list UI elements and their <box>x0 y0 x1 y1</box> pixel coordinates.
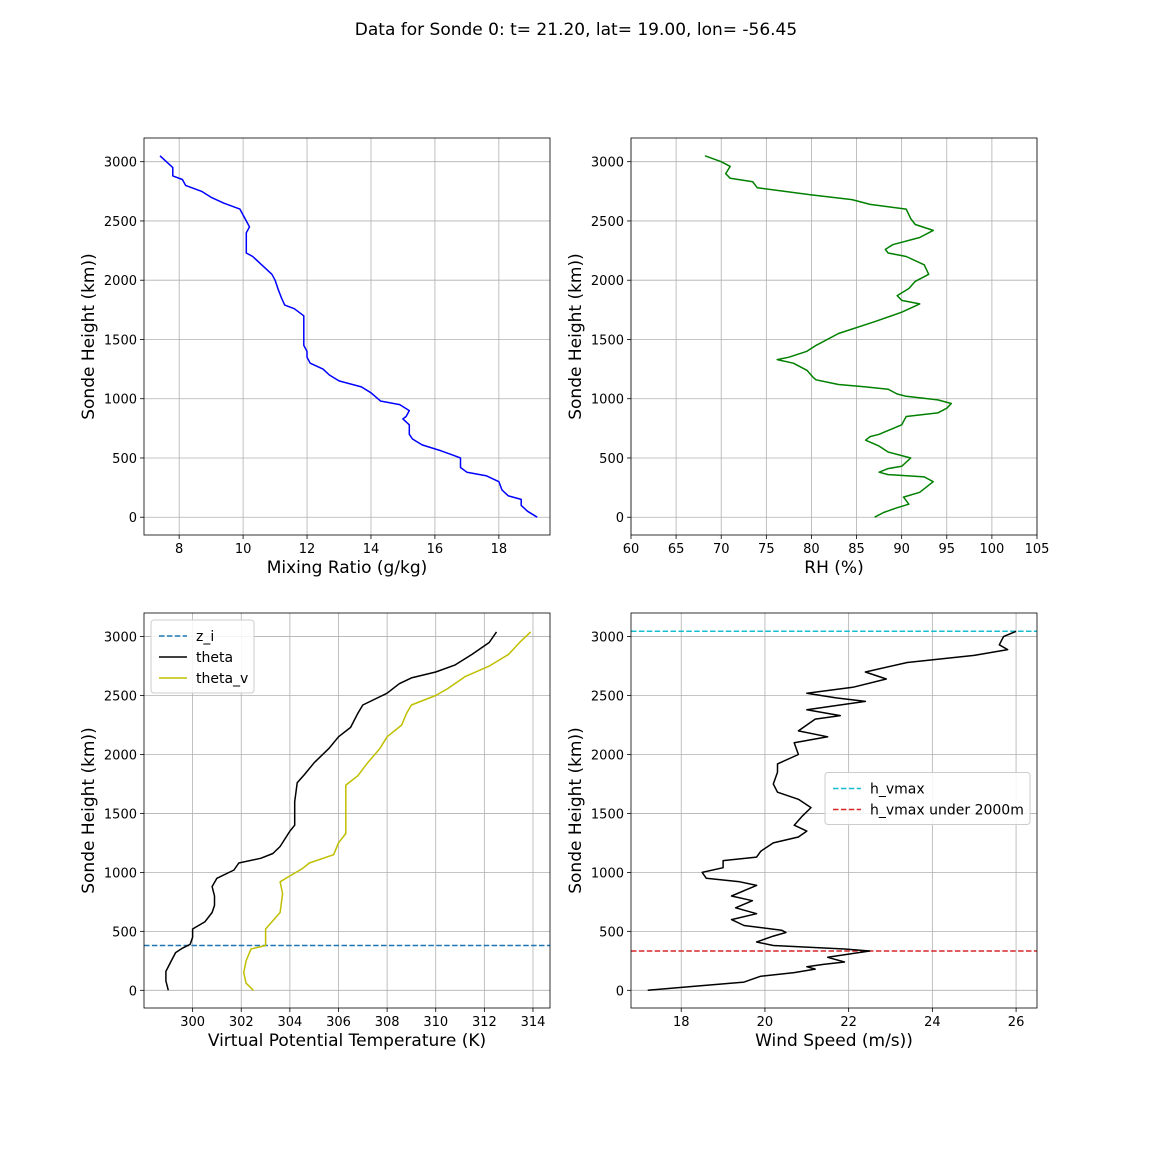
y-tick-label: 500 <box>112 452 137 467</box>
y-tick-label: 1000 <box>591 393 624 408</box>
y-tick-label: 2500 <box>104 690 137 705</box>
y-tick-label: 1500 <box>104 807 137 822</box>
y-tick-label: 500 <box>599 925 624 940</box>
series-line-1 <box>159 155 538 518</box>
x-tick-label: 14 <box>363 542 380 557</box>
y-tick-label: 1000 <box>104 866 137 881</box>
legend-box <box>150 619 255 694</box>
x-tick-label: 18 <box>673 1015 690 1030</box>
x-tick-label: 100 <box>979 542 1004 557</box>
legend: h_vmax h_vmax under 2000m <box>824 772 1031 825</box>
y-tick-label: 1500 <box>591 807 624 822</box>
x-tick-label: 302 <box>229 1015 254 1030</box>
x-tick-label: 310 <box>423 1015 448 1030</box>
y-tick-label: 3000 <box>104 631 137 646</box>
x-axis-label: Mixing Ratio (g/kg) <box>267 558 428 578</box>
y-tick-label: 3000 <box>104 156 137 171</box>
y-axis-label: Sonde Height (km)) <box>566 727 586 894</box>
y-tick-label: 2500 <box>104 215 137 230</box>
plot-frame <box>143 137 551 536</box>
chart-panel-4: 18 20 22 24 26 0 500 1000 1500 2000 2500 3000 Wind S… <box>566 612 1038 1051</box>
chart-panel-3: 300 302 304 306 308 310 312 314 0 500 1000 1500 2000… <box>79 612 551 1051</box>
y-tick-label: 2000 <box>591 274 624 289</box>
x-tick-label: 300 <box>180 1015 205 1030</box>
x-tick-label: 306 <box>326 1015 351 1030</box>
y-tick-label: 2000 <box>591 748 624 763</box>
x-tick-label: 65 <box>668 542 685 557</box>
x-tick-label: 95 <box>939 542 956 557</box>
series-line-1 <box>647 630 1017 992</box>
y-tick-label: 1000 <box>104 393 137 408</box>
x-tick-label: 70 <box>713 542 730 557</box>
x-tick-label: 60 <box>623 542 640 557</box>
legend-label: z_i <box>196 629 214 645</box>
y-tick-label: 1500 <box>591 333 624 348</box>
x-tick-label: 22 <box>840 1015 857 1030</box>
x-tick-label: 18 <box>491 542 508 557</box>
y-axis-label: Sonde Height (km)) <box>79 253 99 420</box>
legend-label: theta_v <box>196 671 248 687</box>
x-tick-label: 308 <box>375 1015 400 1030</box>
x-tick-label: 85 <box>848 542 865 557</box>
figure-title: Data for Sonde 0: t= 21.20, lat= 19.00, … <box>354 20 798 40</box>
x-tick-label: 8 <box>175 542 183 557</box>
legend-box <box>824 772 1031 825</box>
plot-frame <box>143 612 551 1009</box>
y-tick-label: 0 <box>129 511 137 526</box>
y-tick-label: 1000 <box>591 866 624 881</box>
legend-label: h_vmax <box>870 782 925 798</box>
legend-label: h_vmax under 2000m <box>870 803 1024 819</box>
y-tick-label: 2500 <box>591 215 624 230</box>
y-tick-label: 0 <box>616 511 624 526</box>
chart-panel-1: 8 10 12 14 16 18 0 500 1000 1500 2000 2500 3000 Mixin… <box>79 137 551 578</box>
series-line-theta_v <box>242 631 532 991</box>
x-tick-label: 24 <box>924 1015 941 1030</box>
x-tick-label: 75 <box>758 542 775 557</box>
x-axis-label: RH (%) <box>804 558 863 578</box>
y-tick-label: 500 <box>112 925 137 940</box>
x-tick-label: 26 <box>1008 1015 1025 1030</box>
x-tick-label: 12 <box>299 542 316 557</box>
y-tick-label: 2000 <box>104 274 137 289</box>
y-axis-label: Sonde Height (km)) <box>566 253 586 420</box>
x-tick-label: 10 <box>235 542 252 557</box>
plot-frame <box>630 137 1038 536</box>
y-tick-label: 3000 <box>591 156 624 171</box>
legend-label: theta <box>196 650 233 666</box>
x-axis-label: Virtual Potential Temperature (K) <box>208 1031 486 1051</box>
y-tick-label: 0 <box>616 984 624 999</box>
y-axis-label: Sonde Height (km)) <box>79 727 99 894</box>
x-tick-label: 20 <box>757 1015 774 1030</box>
x-tick-label: 105 <box>1025 542 1050 557</box>
x-tick-label: 16 <box>427 542 444 557</box>
y-tick-label: 500 <box>599 452 624 467</box>
y-tick-label: 2000 <box>104 748 137 763</box>
series-line-1 <box>704 155 953 518</box>
x-axis-label: Wind Speed (m/s)) <box>755 1031 913 1051</box>
x-tick-label: 80 <box>803 542 820 557</box>
y-tick-label: 3000 <box>591 631 624 646</box>
series-line-theta <box>165 631 498 991</box>
x-tick-label: 312 <box>472 1015 497 1030</box>
x-tick-label: 314 <box>521 1015 546 1030</box>
y-tick-label: 0 <box>129 984 137 999</box>
x-tick-label: 90 <box>893 542 910 557</box>
y-tick-label: 2500 <box>591 690 624 705</box>
chart-panel-2: 60 65 70 75 80 85 90 95 100 105 0 500 1000 1500 2000 25… <box>566 137 1050 578</box>
x-tick-label: 304 <box>277 1015 302 1030</box>
y-tick-label: 1500 <box>104 333 137 348</box>
plot-frame <box>630 612 1038 1009</box>
